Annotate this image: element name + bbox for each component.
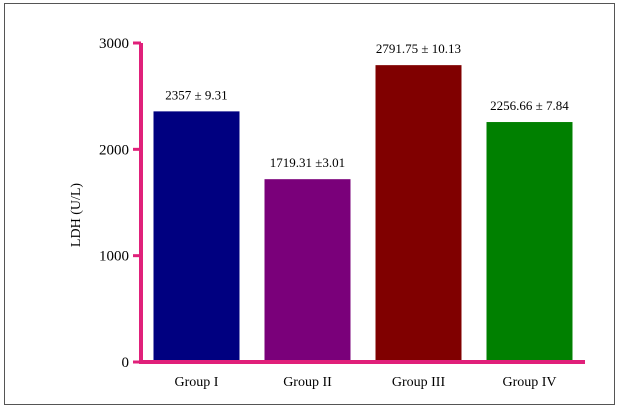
bar-group-iii: [375, 65, 462, 362]
axis-layer: 0 1000 2000 3000: [99, 36, 585, 371]
bars-layer: [153, 65, 573, 363]
data-labels-layer: 2357 ± 9.31 Group I 1719.31 ±3.01 Group II 2…: [165, 41, 569, 390]
data-label-group-i: 2357 ± 9.31: [165, 87, 227, 102]
y-tick-label-2000: 2000: [99, 142, 129, 158]
x-tick-label-group-iv: Group IV: [502, 375, 556, 390]
x-tick-label-group-iii: Group III: [392, 375, 446, 390]
bar-group-ii: [264, 179, 351, 362]
x-tick-label-group-i: Group I: [175, 375, 219, 390]
bar-group-iv: [486, 122, 573, 363]
y-tick-label-1000: 1000: [99, 249, 129, 265]
y-tick-label-0: 0: [122, 355, 130, 371]
y-axis-title: LDH (U/L): [69, 183, 84, 247]
bar-group-i: [153, 111, 240, 362]
data-label-group-iii: 2791.75 ± 10.13: [376, 41, 461, 56]
y-tick-label-3000: 3000: [99, 36, 129, 52]
x-tick-label-group-ii: Group II: [283, 375, 332, 390]
data-label-group-iv: 2256.66 ± 7.84: [490, 98, 569, 113]
data-label-group-ii: 1719.31 ±3.01: [270, 155, 345, 170]
